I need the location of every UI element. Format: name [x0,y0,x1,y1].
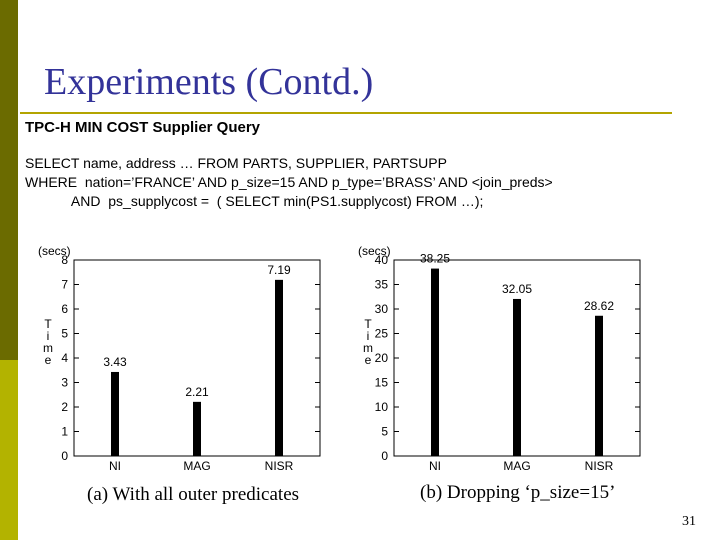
chart-b-ylabel-char: i [367,329,370,343]
chart-a-caption: (a) With all outer predicates [87,484,300,505]
chart-b-data-label: 32.05 [502,282,532,296]
chart-a-ylabel-char: m [43,341,53,355]
chart-a-xtick-label: MAG [183,459,210,473]
chart-b-ytick-label: 40 [375,253,389,267]
title-underline [20,112,672,114]
chart-a-bar-nisr [275,279,283,456]
chart-b-bar-mag [513,298,521,456]
slide-subtitle: TPC-H MIN COST Supplier Query [25,119,261,136]
chart-b-bar-nisr [595,315,603,456]
chart-a-ytick-label: 3 [61,376,68,390]
side-bar-light [0,360,18,540]
slide-title: Experiments (Contd.) [44,61,374,103]
chart-a-ylabel-char: T [44,317,52,331]
chart-b-ylabel-char: T [364,317,372,331]
sql-query: SELECT name, address … FROM PARTS, SUPPL… [25,154,553,211]
chart-b-ylabel-char: m [363,341,373,355]
chart-a-data-label: 2.21 [185,385,209,399]
sql-line-1: SELECT name, address … FROM PARTS, SUPPL… [25,155,447,171]
chart-b-ylabel-char: e [365,353,372,367]
chart-b-bar-ni [431,268,439,456]
side-bar-dark [0,0,18,360]
chart-a-ytick-label: 1 [61,425,68,439]
sql-line-2: WHERE nation=’FRANCE’ AND p_size=15 AND … [25,174,553,190]
chart-a-xtick-label: NISR [265,459,294,473]
chart-a-data-label: 7.19 [267,263,291,277]
chart-b-data-label: 28.62 [584,299,614,313]
chart-b-ytick-label: 25 [375,327,389,341]
chart-a-ylabel-char: i [47,329,50,343]
chart-b-ytick-label: 20 [375,351,389,365]
sql-line-3: AND ps_supplycost = ( SELECT min(PS1.sup… [25,193,484,209]
chart-a-ytick-label: 0 [61,449,68,463]
chart-a-xtick-label: NI [109,459,121,473]
chart-a-unit-label: (secs) [38,244,71,258]
chart-a-bar-ni [111,371,119,456]
chart-a-ytick-label: 7 [61,278,68,292]
chart-a-data-label: 3.43 [103,355,127,369]
chart-a-ytick-label: 4 [61,351,68,365]
chart-a-ytick-label: 5 [61,327,68,341]
page-number: 31 [682,514,696,529]
chart-b-ytick-label: 15 [375,376,389,390]
chart-b-unit-label: (secs) [358,244,391,258]
chart-a-ylabel-char: e [45,353,52,367]
chart-b-ytick-label: 5 [381,425,388,439]
chart-a-ytick-label: 2 [61,400,68,414]
chart-b-xtick-label: NI [429,459,441,473]
chart-b-data-label: 38.25 [420,252,450,266]
chart-b-ytick-label: 35 [375,278,389,292]
chart-b-xtick-label: NISR [585,459,614,473]
chart-b-xtick-label: MAG [503,459,530,473]
chart-a-ytick-label: 6 [61,302,68,316]
chart-b-ytick-label: 0 [381,449,388,463]
chart-a-bar-mag [193,401,201,456]
chart-b-ytick-label: 30 [375,302,389,316]
chart-b-ytick-label: 10 [375,400,389,414]
chart-b-caption: (b) Dropping ‘p_size=15’ [420,482,616,503]
chart-a-ytick-label: 8 [61,253,68,267]
